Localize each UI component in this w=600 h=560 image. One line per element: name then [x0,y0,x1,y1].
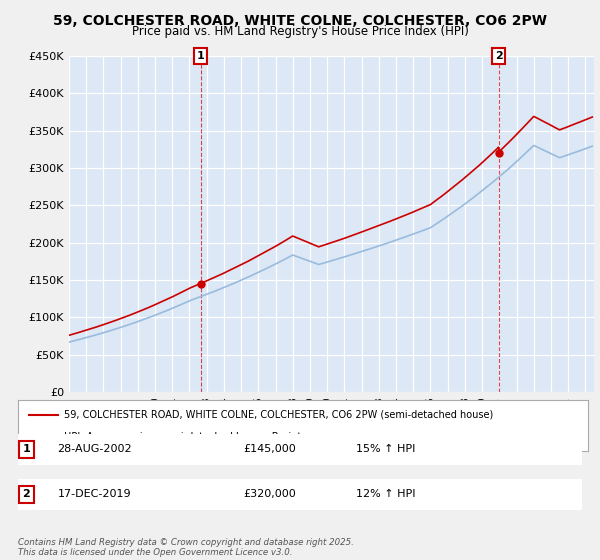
Text: Price paid vs. HM Land Registry's House Price Index (HPI): Price paid vs. HM Land Registry's House … [131,25,469,38]
Text: 59, COLCHESTER ROAD, WHITE COLNE, COLCHESTER, CO6 2PW (semi-detached house): 59, COLCHESTER ROAD, WHITE COLNE, COLCHE… [64,409,493,419]
Text: 15% ↑ HPI: 15% ↑ HPI [356,445,416,454]
Text: Contains HM Land Registry data © Crown copyright and database right 2025.
This d: Contains HM Land Registry data © Crown c… [18,538,354,557]
Text: 1: 1 [197,51,205,61]
Text: £320,000: £320,000 [244,489,296,499]
Text: 2: 2 [23,489,31,499]
Text: 17-DEC-2019: 17-DEC-2019 [58,489,131,499]
Text: £145,000: £145,000 [244,445,296,454]
Text: HPI: Average price, semi-detached house, Braintree: HPI: Average price, semi-detached house,… [64,432,317,442]
Text: 1: 1 [23,445,31,454]
Text: 12% ↑ HPI: 12% ↑ HPI [356,489,416,499]
Text: 28-AUG-2002: 28-AUG-2002 [58,445,132,454]
Text: 2: 2 [495,51,503,61]
Text: 59, COLCHESTER ROAD, WHITE COLNE, COLCHESTER, CO6 2PW: 59, COLCHESTER ROAD, WHITE COLNE, COLCHE… [53,14,547,28]
